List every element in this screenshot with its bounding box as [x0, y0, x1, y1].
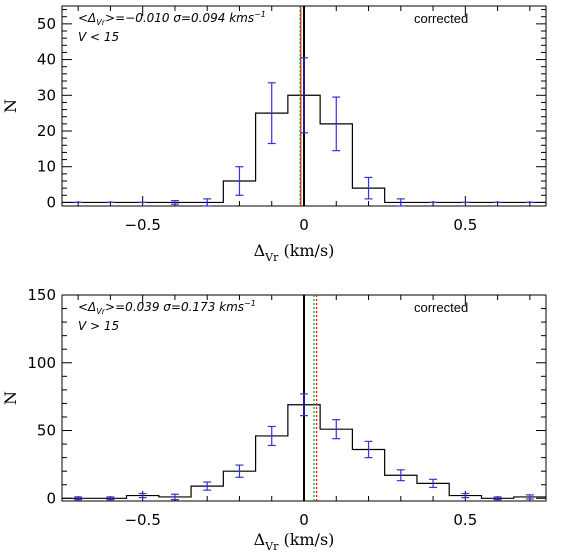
panel-bottom: −0.5 0 0.5 0 50 100 150 ΔVr (km/s) N <ΔVr>=0.039 … [1, 286, 547, 552]
x-axis-title: ΔVr (km/s) [254, 530, 335, 552]
y-tick-label: 0 [46, 489, 56, 507]
stats-annotation: <ΔVr>=−0.010 σ=0.094 kms−1 [78, 10, 266, 27]
panel-top: −0.5 0 0.5 0 10 20 30 40 50 ΔVr (km/s) N <ΔVr>=−0.0… [1, 5, 547, 264]
y-tick-label: 0 [46, 193, 56, 211]
y-tick-label: 50 [37, 422, 56, 440]
y-tick-label: 100 [27, 354, 56, 372]
x-tick-label: 0 [299, 511, 309, 529]
y-axis-title: N [1, 99, 20, 113]
y-tick-label: 10 [37, 158, 56, 176]
x-tick-label: 0 [299, 216, 309, 234]
y-tick-label: 150 [27, 286, 56, 304]
magnitude-annotation: V < 15 [78, 30, 119, 44]
y-tick-label: 40 [37, 51, 56, 69]
corrected-label: corrected [414, 11, 468, 26]
stats-annotation: <ΔVr>=0.039 σ=0.173 kms−1 [78, 299, 256, 316]
y-tick-label: 30 [37, 86, 56, 104]
y-tick-label: 50 [37, 15, 56, 33]
histogram-step [62, 404, 546, 499]
x-tick-label: 0.5 [453, 216, 477, 234]
x-tick-label: −0.5 [124, 216, 160, 234]
magnitude-annotation: V > 15 [78, 319, 119, 333]
y-axis-title: N [1, 391, 20, 405]
x-tick-label: 0.5 [453, 511, 477, 529]
x-axis-title: ΔVr (km/s) [254, 241, 335, 264]
y-tick-label: 20 [37, 122, 56, 140]
corrected-label: corrected [414, 300, 468, 315]
x-tick-label: −0.5 [124, 511, 160, 529]
